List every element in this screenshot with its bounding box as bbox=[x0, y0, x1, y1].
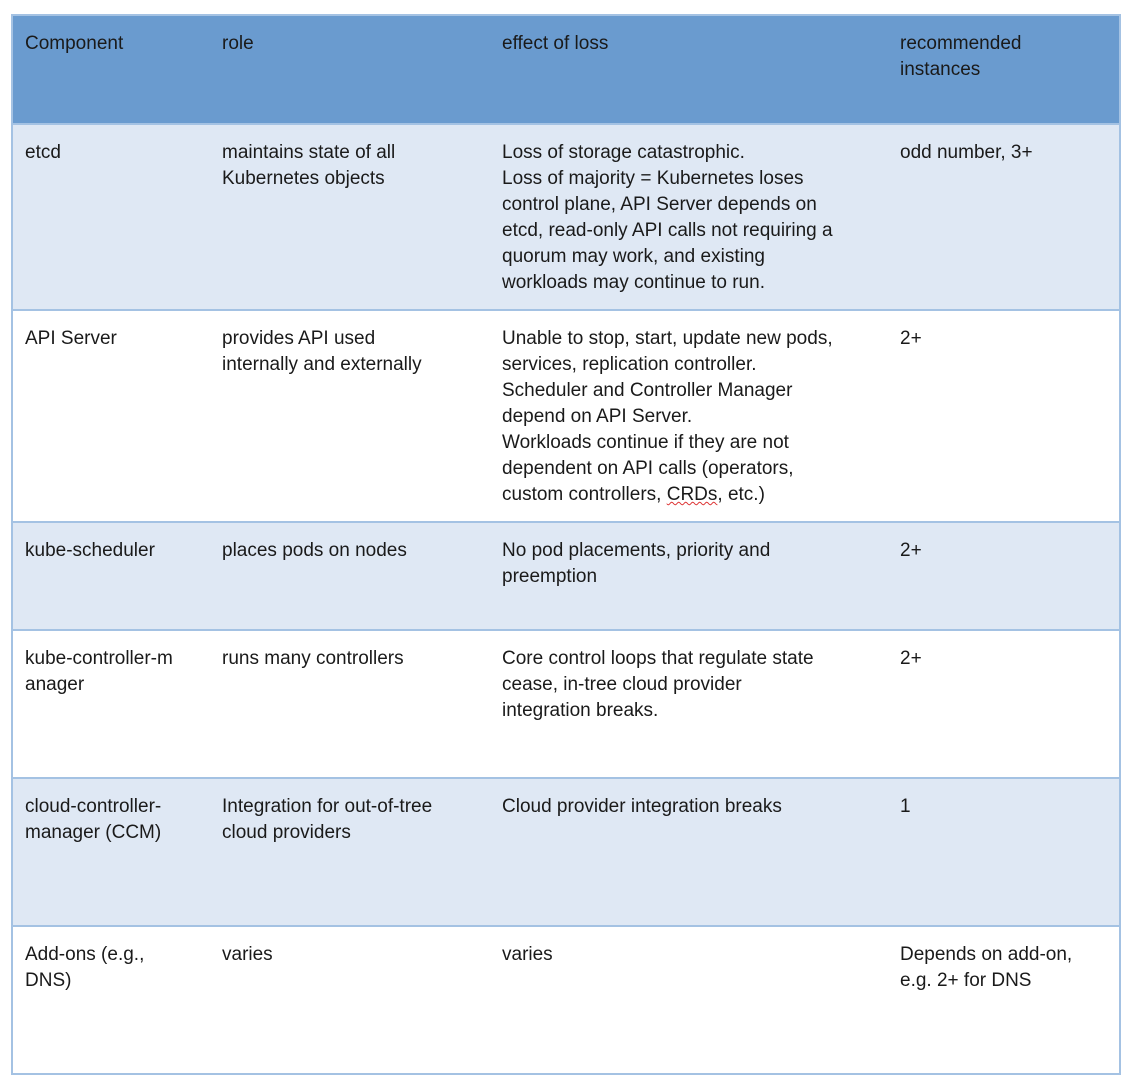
cell-component: cloud-controller- manager (CCM) bbox=[25, 796, 162, 843]
table-row: etcd maintains state of all Kubernetes ob… bbox=[12, 124, 1120, 310]
cell-instances: 1 bbox=[900, 796, 911, 817]
cell-component: kube-controller-m anager bbox=[25, 648, 173, 695]
header-effect: effect of loss bbox=[502, 33, 609, 54]
table-row: kube-scheduler places pods on nodes No pod… bbox=[12, 522, 1120, 630]
cell-component: etcd bbox=[25, 142, 61, 163]
cell-component: kube-scheduler bbox=[25, 540, 155, 561]
cell-effect: Unable to stop, start, update new pods, … bbox=[502, 328, 833, 505]
cell-effect: Cloud provider integration breaks bbox=[502, 796, 782, 817]
cell-role: runs many controllers bbox=[222, 648, 404, 669]
cell-role: provides API used internally and externa… bbox=[222, 328, 422, 375]
table-row: Add-ons (e.g., DNS) varies varies Depends o… bbox=[12, 926, 1120, 1074]
cell-role: varies bbox=[222, 944, 273, 965]
cell-instances: 2+ bbox=[900, 648, 922, 669]
cell-role: Integration for out-of-tree cloud provid… bbox=[222, 796, 433, 843]
header-instances: recommended instances bbox=[900, 33, 1022, 80]
table-row: kube-controller-m anager runs many contro… bbox=[12, 630, 1120, 778]
header-component: Component bbox=[25, 33, 124, 54]
cell-effect: Core control loops that regulate state c… bbox=[502, 648, 814, 721]
table-row: cloud-controller- manager (CCM) Integrati… bbox=[12, 778, 1120, 926]
cell-instances: 2+ bbox=[900, 540, 922, 561]
header-role: role bbox=[222, 33, 254, 54]
spellcheck-mark: CRDs bbox=[666, 484, 718, 505]
cell-effect: No pod placements, priority and preempti… bbox=[502, 540, 771, 587]
cell-role: places pods on nodes bbox=[222, 540, 407, 561]
cell-instances: odd number, 3+ bbox=[900, 142, 1033, 163]
cell-effect: varies bbox=[502, 944, 553, 965]
table-row: API Server provides API used internally a… bbox=[12, 310, 1120, 522]
components-table: Component role effect of loss recommende… bbox=[11, 14, 1121, 1075]
cell-instances: 2+ bbox=[900, 328, 922, 349]
cell-component: API Server bbox=[25, 328, 117, 349]
cell-effect: Loss of storage catastrophic. Loss of ma… bbox=[502, 142, 833, 293]
cell-instances: Depends on add-on, e.g. 2+ for DNS bbox=[900, 944, 1073, 991]
cell-role: maintains state of all Kubernetes object… bbox=[222, 142, 396, 189]
cell-component: Add-ons (e.g., DNS) bbox=[25, 944, 145, 991]
header-row: Component role effect of loss recommende… bbox=[12, 15, 1120, 124]
